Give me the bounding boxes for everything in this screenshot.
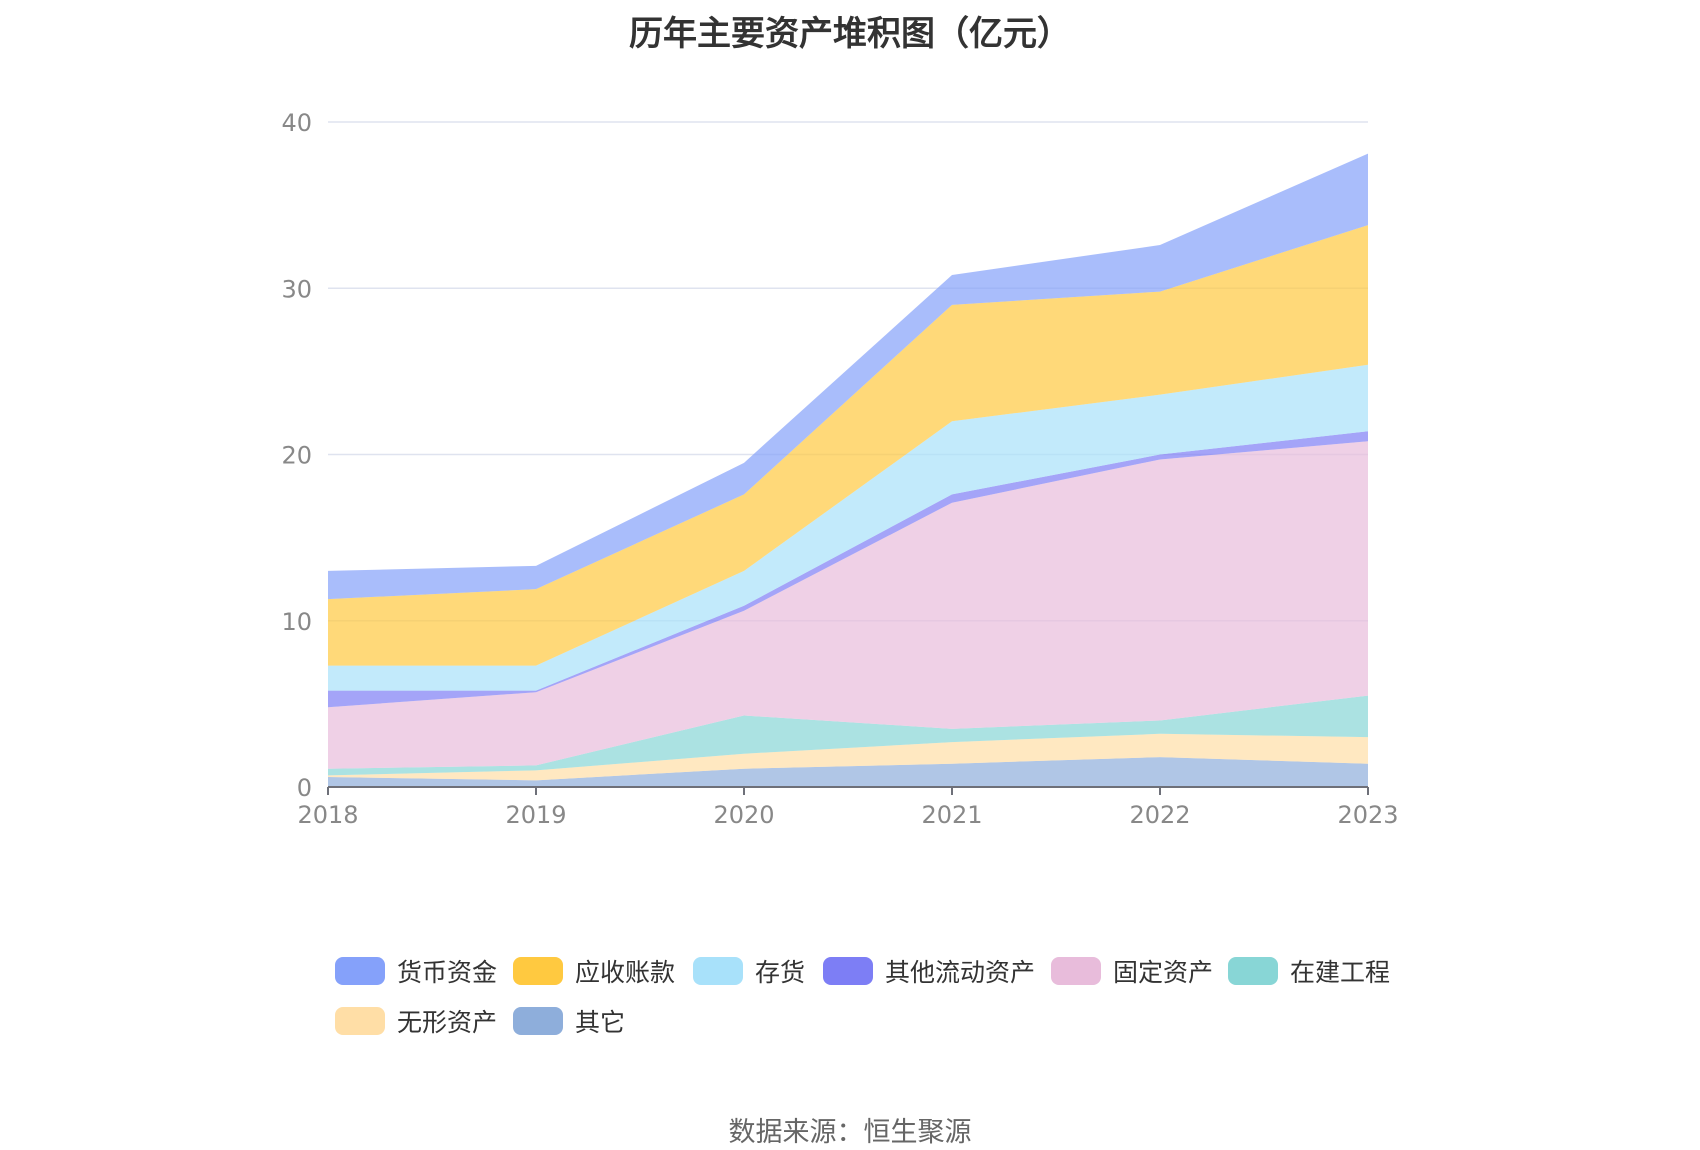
x-tick-label: 2023 xyxy=(1337,801,1398,829)
data-source: 数据来源：恒生聚源 xyxy=(728,1117,972,1148)
area-series xyxy=(328,153,1368,787)
y-tick-label: 10 xyxy=(281,608,312,636)
legend-swatch xyxy=(335,1007,385,1035)
legend-swatch xyxy=(1228,957,1278,985)
y-tick-label: 30 xyxy=(281,275,312,303)
y-tick-label: 20 xyxy=(281,442,312,470)
legend-item[interactable]: 其它 xyxy=(513,1003,625,1039)
area-3 xyxy=(328,695,1368,776)
area-2 xyxy=(328,733,1368,781)
chart-title: 历年主要资产堆积图（亿元） xyxy=(629,14,1071,54)
legend-swatch xyxy=(335,957,385,985)
legend-item[interactable]: 在建工程 xyxy=(1228,953,1390,989)
legend-label: 应收账款 xyxy=(575,958,676,987)
legend-label: 无形资产 xyxy=(397,1008,498,1037)
legend-swatch xyxy=(823,957,873,985)
legend-swatch xyxy=(693,957,743,985)
legend-swatch xyxy=(513,1007,563,1035)
x-tick-label: 2022 xyxy=(1129,801,1190,829)
legend-label: 在建工程 xyxy=(1290,958,1391,987)
axes: 0 10 20 30 40 2018 2019 2020 2021 2022 2023 xyxy=(281,109,1398,829)
legend-item[interactable]: 无形资产 xyxy=(335,1003,497,1039)
legend-swatch xyxy=(513,957,563,985)
legend-label: 固定资产 xyxy=(1113,958,1214,987)
legend-item[interactable]: 应收账款 xyxy=(513,953,675,989)
area-6 xyxy=(328,364,1368,691)
area-1 xyxy=(328,757,1368,787)
legend-label: 货币资金 xyxy=(397,958,498,987)
legend-label: 其他流动资产 xyxy=(885,958,1036,987)
x-tick-label: 2020 xyxy=(713,801,774,829)
area-7 xyxy=(328,225,1368,666)
area-8 xyxy=(328,153,1368,600)
y-tick-label: 40 xyxy=(281,109,312,137)
x-tick-label: 2021 xyxy=(921,801,982,829)
x-tick-label: 2018 xyxy=(297,801,358,829)
x-tick-label: 2019 xyxy=(505,801,566,829)
area-4 xyxy=(328,441,1368,769)
legend-label: 其它 xyxy=(575,1008,626,1037)
y-tick-label: 0 xyxy=(297,774,312,802)
legend-item[interactable]: 其他流动资产 xyxy=(823,953,1035,989)
legend-label: 存货 xyxy=(755,958,806,987)
legend-item[interactable]: 货币资金 xyxy=(335,953,497,989)
legend-swatch xyxy=(1051,957,1101,985)
legend-item[interactable]: 存货 xyxy=(693,953,805,989)
legend-item[interactable]: 固定资产 xyxy=(1051,953,1213,989)
